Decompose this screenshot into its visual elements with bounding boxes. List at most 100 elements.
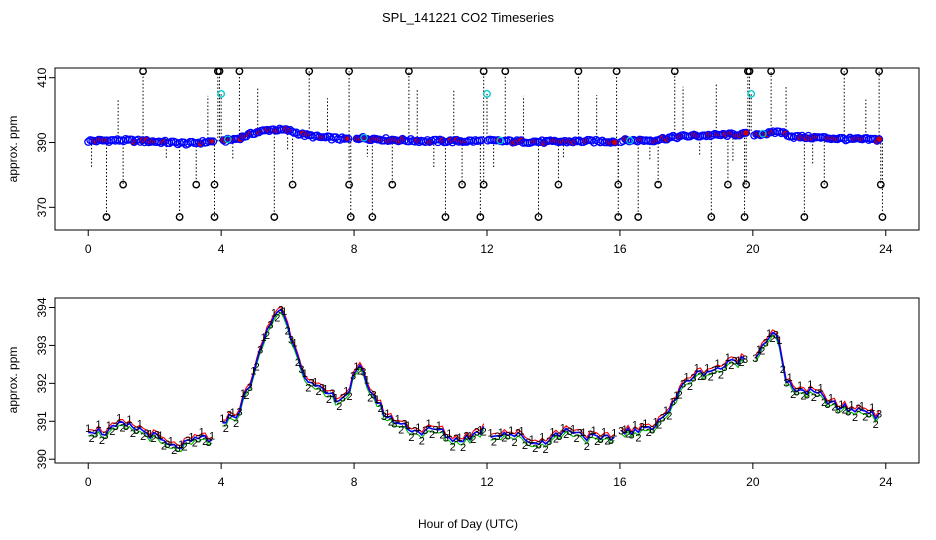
- series-marker-1: 1: [384, 408, 390, 420]
- series-line-3: [88, 421, 213, 450]
- bottom-y-tick-label: 392: [35, 373, 49, 393]
- series-marker-1: 1: [549, 427, 555, 439]
- series-marker-2: 2: [862, 411, 868, 423]
- data-point-special: [496, 136, 505, 145]
- series-marker-3: 3: [556, 431, 562, 443]
- bottom-y-tick-label: 390: [35, 449, 49, 469]
- spike-point: [476, 213, 485, 221]
- series-line-3: [222, 308, 485, 443]
- series-marker-2: 2: [522, 440, 528, 452]
- series-marker-3: 3: [144, 428, 150, 440]
- spike-point: [875, 67, 884, 76]
- spike-point: [441, 213, 450, 221]
- series-marker-3: 3: [288, 335, 294, 347]
- series-marker-2: 2: [470, 434, 476, 446]
- series-marker-2: 2: [491, 437, 497, 449]
- series-marker-3: 3: [154, 429, 160, 441]
- data-point: [209, 137, 218, 146]
- series-marker-3: 3: [824, 399, 830, 411]
- series-marker-3: 3: [649, 425, 655, 437]
- spike-point: [215, 67, 224, 76]
- bottom-series-lines: [88, 305, 880, 453]
- series-marker-1: 1: [106, 420, 112, 432]
- series-marker-2: 2: [295, 357, 301, 369]
- top-panel: approx. ppm 0 4 8 12 16 20 24 370 390 410: [6, 67, 920, 256]
- series-marker-2: 2: [769, 333, 775, 345]
- series-marker-1: 1: [199, 427, 205, 439]
- series-marker-1: 1: [849, 400, 855, 412]
- series-marker-3: 3: [587, 429, 593, 441]
- series-marker-3: 3: [360, 366, 366, 378]
- x-axis-title: Hour of Day (UTC): [418, 517, 518, 531]
- top-axes: 0 4 8 12 16 20 24 370 390 410: [35, 67, 893, 256]
- series-marker-3: 3: [494, 431, 500, 443]
- series-marker-1: 1: [477, 424, 483, 436]
- series-marker-3: 3: [340, 393, 346, 405]
- spike-point: [479, 67, 488, 76]
- series-marker-2: 2: [831, 401, 837, 413]
- series-line-3: [490, 427, 615, 446]
- series-marker-2: 2: [347, 391, 353, 403]
- series-marker-2: 2: [543, 444, 549, 456]
- top-spike-lines: [91, 71, 883, 218]
- spike-point: [192, 180, 201, 189]
- series-marker-3: 3: [185, 435, 191, 447]
- series-marker-2: 2: [708, 372, 714, 384]
- series-marker-3: 3: [463, 430, 469, 442]
- series-marker-1: 1: [250, 366, 256, 378]
- series-marker-3: 3: [257, 344, 263, 356]
- series-marker-1: 1: [869, 402, 875, 414]
- series-marker-1: 1: [281, 306, 287, 318]
- series-marker-3: 3: [598, 434, 604, 446]
- series-marker-1: 1: [694, 362, 700, 374]
- series-marker-1: 1: [168, 436, 174, 448]
- series-marker-1: 1: [405, 420, 411, 432]
- series-marker-2: 2: [873, 419, 879, 431]
- series-marker-1: 1: [539, 431, 545, 443]
- series-marker-1: 1: [230, 407, 236, 419]
- spike-point: [707, 213, 716, 221]
- spike-point: [346, 213, 355, 221]
- series-marker-1: 1: [807, 379, 813, 391]
- series-marker-3: 3: [608, 435, 614, 447]
- series-marker-3: 3: [752, 353, 758, 365]
- series-marker-2: 2: [728, 360, 734, 372]
- series-marker-2: 2: [419, 435, 425, 447]
- series-line-1: [754, 329, 880, 418]
- series-marker-3: 3: [536, 439, 542, 451]
- series-marker-2: 2: [192, 438, 198, 450]
- series-marker-2: 2: [501, 433, 507, 445]
- series-marker-3: 3: [102, 430, 108, 442]
- series-marker-1: 1: [467, 430, 473, 442]
- spike-point: [345, 67, 353, 76]
- series-marker-2: 2: [336, 401, 342, 413]
- series-marker-3: 3: [721, 362, 727, 374]
- series-line-2: [490, 430, 615, 449]
- series-line-1: [88, 418, 213, 447]
- series-marker-3: 3: [133, 425, 139, 437]
- series-marker-2: 2: [532, 443, 538, 455]
- series-marker-1: 1: [766, 328, 772, 340]
- series-marker-1: 1: [859, 401, 865, 413]
- series-marker-2: 2: [563, 429, 569, 441]
- spike-point: [345, 180, 353, 189]
- series-marker-2: 2: [790, 389, 796, 401]
- series-marker-1: 1: [343, 385, 349, 397]
- top-y-tick-label: 410: [35, 67, 49, 87]
- series-line-3: [620, 355, 746, 436]
- spike-point: [217, 90, 226, 98]
- series-marker-2: 2: [254, 361, 260, 373]
- series-marker-1: 1: [457, 432, 463, 444]
- series-marker-1: 1: [85, 423, 91, 435]
- top-y-tick-label: 370: [35, 197, 49, 217]
- series-marker-3: 3: [670, 397, 676, 409]
- series-marker-1: 1: [322, 384, 328, 396]
- series-marker-2: 2: [646, 427, 652, 439]
- spike-point: [742, 180, 751, 189]
- spike-point: [800, 213, 809, 221]
- series-marker-1: 1: [302, 368, 308, 380]
- series-marker-3: 3: [175, 443, 181, 455]
- spike-point: [305, 67, 314, 76]
